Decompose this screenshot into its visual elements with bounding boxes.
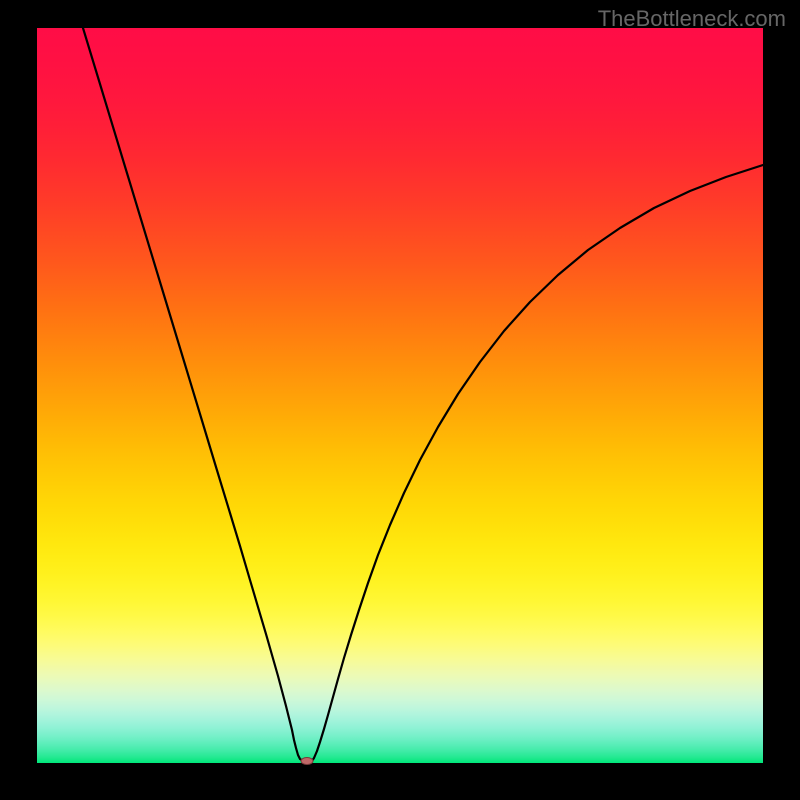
plot-background <box>37 28 763 763</box>
optimum-marker <box>301 758 313 765</box>
chart-container: TheBottleneck.com <box>0 0 800 800</box>
chart-svg <box>0 0 800 800</box>
watermark-text: TheBottleneck.com <box>598 6 786 32</box>
